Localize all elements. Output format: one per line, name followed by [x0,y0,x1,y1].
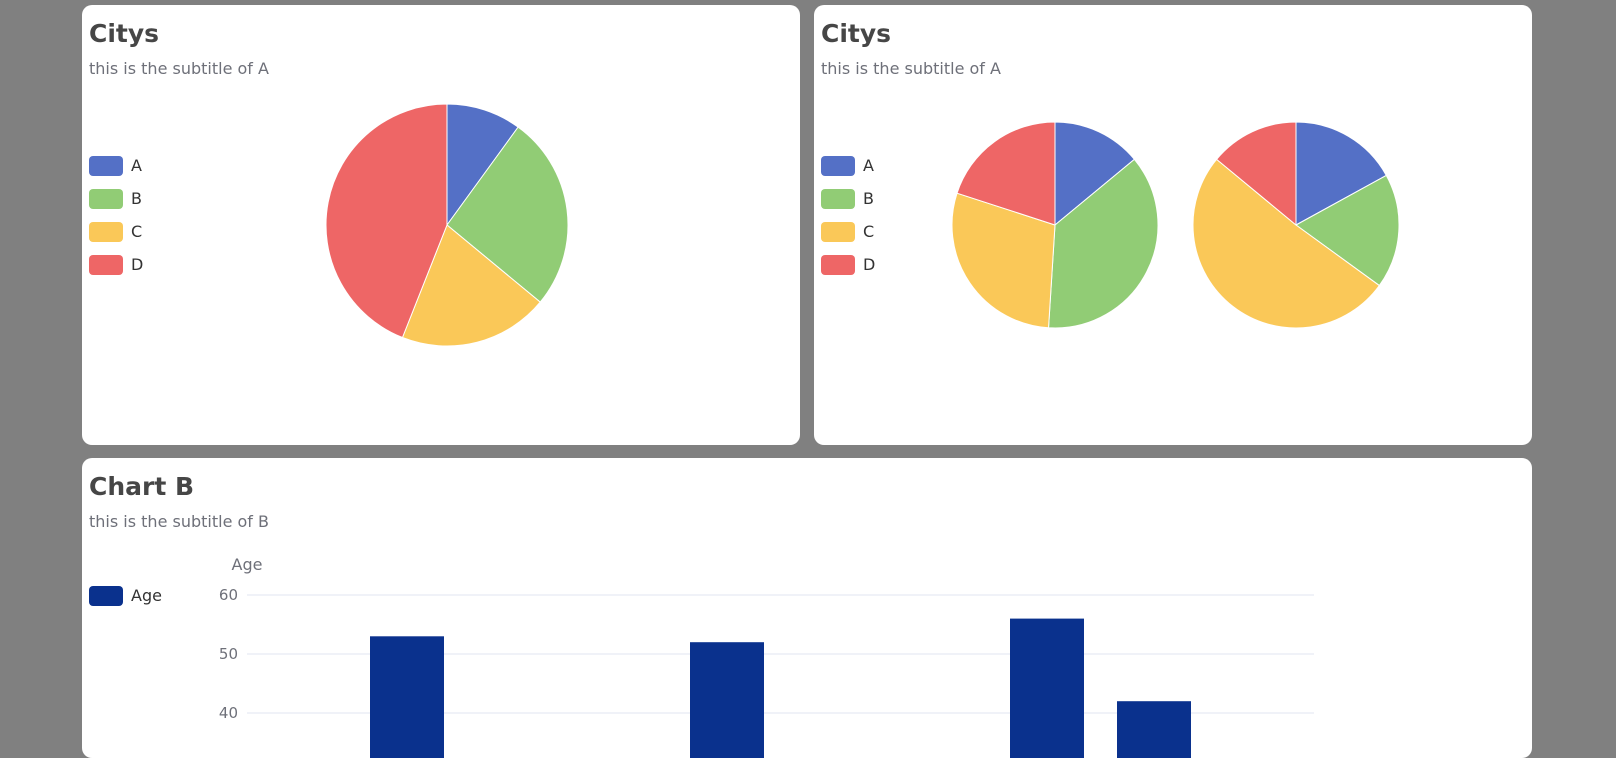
legend-swatch-b [821,188,855,209]
chart-legend: A B C D [89,149,143,281]
y-axis-label: Age [232,555,263,574]
legend-label-b: B [131,189,142,208]
bar-1[interactable] [690,642,764,758]
legend-swatch-b [89,188,123,209]
legend-label-d: D [863,255,876,274]
legend-swatch-c [89,221,123,242]
legend-swatch-c [821,221,855,242]
pie-0-slice-0[interactable] [446,103,519,227]
legend-item-d[interactable]: D [821,248,875,281]
legend-label-c: C [131,222,143,241]
pie-1-slice-3[interactable] [1215,121,1297,227]
pie-1-slice-0[interactable] [1295,121,1387,226]
legend-item-b[interactable]: B [821,182,875,215]
bar-3[interactable] [1117,701,1191,758]
pie-1-slice-2[interactable] [1192,158,1381,329]
pie-1-slice-1[interactable] [1295,174,1400,287]
pie-0-slice-3[interactable] [325,103,448,339]
chart-legend: A B C D [821,149,875,281]
legend-swatch-age [89,585,123,606]
y-tick-label-0: 60 [219,586,238,604]
legend-item-a[interactable]: A [89,149,143,182]
chart-card-c: Chart B this is the subtitle of B Age Ag… [82,458,1532,758]
chart-card-a: Citys this is the subtitle of A A B C D [82,5,800,445]
legend-item-a[interactable]: A [821,149,875,182]
legend-item-d[interactable]: D [89,248,143,281]
chart-subtitle: this is the subtitle of A [821,59,1001,78]
pie-0-slice-3[interactable] [956,121,1056,226]
legend-item-c[interactable]: C [89,215,143,248]
legend-item-age[interactable]: Age [89,579,162,612]
bar-0[interactable] [370,636,444,758]
pie-0-slice-1[interactable] [446,126,569,303]
legend-item-b[interactable]: B [89,182,143,215]
legend-label-a: A [863,156,874,175]
chart-title: Citys [821,19,892,48]
chart-title: Citys [89,19,160,48]
chart-legend: Age [89,579,162,612]
pie-chart-a [325,103,569,347]
pie-0-slice-0[interactable] [1054,121,1136,227]
legend-label-a: A [131,156,142,175]
legend-swatch-d [89,254,123,275]
bar-chart: Age 60 50 40 [219,555,1314,758]
pie-0-slice-1[interactable] [1048,158,1159,329]
pie-0-slice-2[interactable] [401,224,541,347]
y-tick-label-1: 50 [219,645,238,663]
legend-item-c[interactable]: C [821,215,875,248]
pie-0-slice-2[interactable] [951,192,1056,329]
legend-label-c: C [863,222,875,241]
legend-swatch-a [821,155,855,176]
legend-label-d: D [131,255,144,274]
chart-title: Chart B [89,472,195,501]
legend-label-age: Age [131,586,162,605]
chart-card-b: Citys this is the subtitle of A A B C D [814,5,1532,445]
chart-subtitle: this is the subtitle of B [89,512,269,531]
pie-chart-b [951,121,1400,329]
bar-2[interactable] [1010,618,1084,758]
legend-label-b: B [863,189,874,208]
chart-subtitle: this is the subtitle of A [89,59,269,78]
legend-swatch-a [89,155,123,176]
legend-swatch-d [821,254,855,275]
y-tick-label-2: 40 [219,704,238,722]
